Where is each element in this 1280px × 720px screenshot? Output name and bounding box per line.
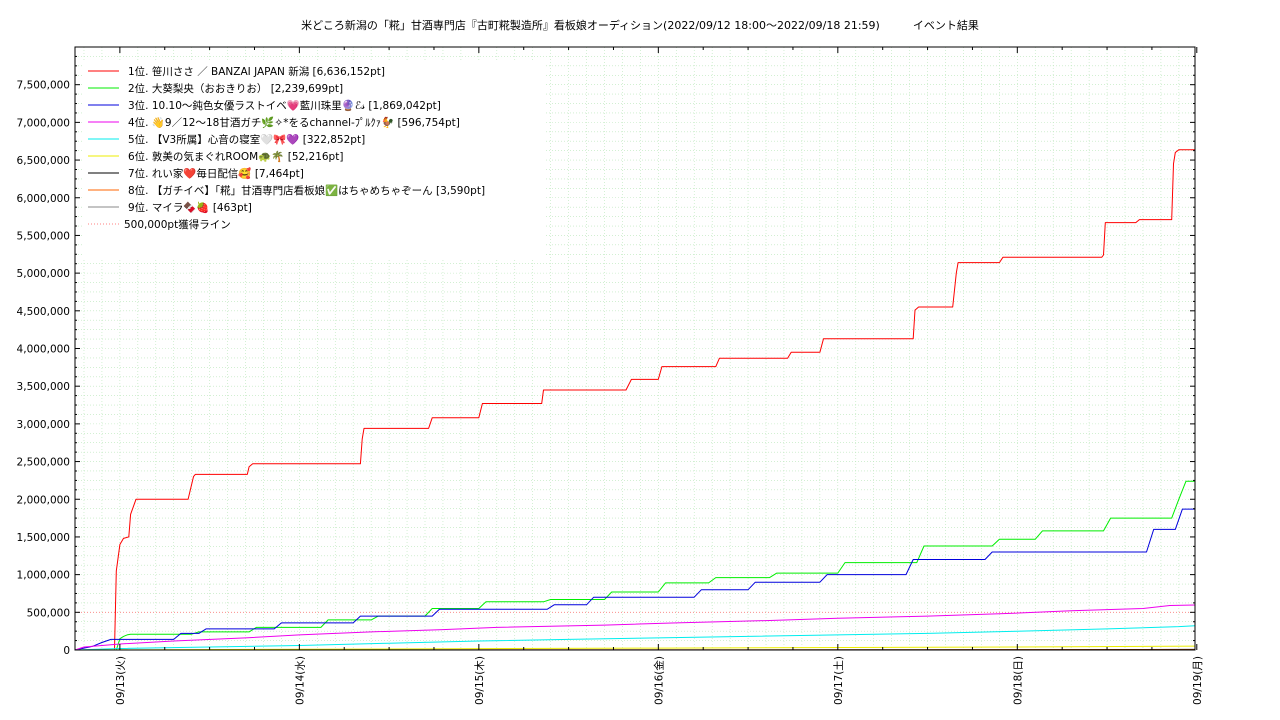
chart-title: 米どころ新潟の「糀」甘酒専門店『古町糀製造所』看板娘オーディション(2022/0…	[301, 19, 979, 32]
y-tick-label: 2,000,000	[17, 494, 70, 506]
legend-label: 2位. 大葵梨央（おおきりお） [2,239,699pt]	[128, 82, 343, 95]
y-tick-label: 0	[63, 645, 70, 657]
legend-label: 5位. 【V3所属】心音の寝室🤍🎀💜 [322,852pt]	[128, 133, 365, 146]
y-tick-label: 5,000,000	[17, 268, 70, 280]
legend-label: 8位. 【ガチイベ】「糀」甘酒専門店看板娘✅はちゃめちゃぞーん [3,590pt…	[128, 184, 485, 197]
x-tick-label: 09/15(木)	[474, 656, 486, 705]
y-tick-label: 500,000	[27, 607, 70, 619]
legend-label: 3位. 10.10〜鈍色女優ラストイベ💗藍川珠里🔮ℰ𝓈 [1,869,042pt…	[128, 99, 441, 112]
x-tick-label: 09/17(土)	[832, 656, 845, 705]
y-tick-label: 1,000,000	[17, 570, 70, 582]
y-tick-label: 5,500,000	[17, 230, 70, 242]
series-line-2	[75, 480, 1195, 651]
y-tick-label: 3,000,000	[17, 419, 70, 431]
x-tick-label: 09/18(日)	[1012, 656, 1024, 705]
y-tick-label: 7,500,000	[17, 80, 70, 92]
y-tick-label: 7,000,000	[17, 117, 70, 129]
legend-label: 9位. マイラ🍫🍓 [463pt]	[128, 201, 252, 214]
x-tick-label: 09/19(月)	[1192, 656, 1204, 705]
legend-label: 7位. れい家❤️毎日配信🥰 [7,464pt]	[128, 167, 304, 180]
legend-box	[82, 60, 544, 258]
y-tick-label: 4,000,000	[17, 344, 70, 356]
x-tick-label: 09/13(火)	[115, 656, 127, 705]
y-tick-label: 6,500,000	[17, 155, 70, 167]
y-tick-label: 6,000,000	[17, 193, 70, 205]
x-tick-label: 09/14(水)	[294, 656, 306, 705]
series-line-3	[74, 508, 1195, 651]
series-line-4	[74, 604, 1196, 651]
y-tick-label: 4,500,000	[17, 306, 70, 318]
y-tick-label: 2,500,000	[17, 457, 70, 469]
legend-label: 500,000pt獲得ライン	[124, 218, 231, 231]
legend-label: 4位. 👋9／12〜18甘酒ガチ🌿✧*をるchannel-ﾌﾟﾙｸｧ🐓 [596…	[128, 116, 460, 129]
y-tick-label: 1,500,000	[17, 532, 70, 544]
series-line-1	[75, 149, 1195, 651]
x-tick-label: 09/16(金)	[652, 656, 665, 705]
series-line-5	[74, 625, 1196, 651]
y-tick-label: 3,500,000	[17, 381, 70, 393]
legend-label: 1位. 笹川ささ ／ BANZAI JAPAN 新潟 [6,636,152pt]	[128, 65, 385, 78]
legend-label: 6位. 敦美の気まぐれROOM🐢🌴 [52,216pt]	[128, 150, 343, 163]
